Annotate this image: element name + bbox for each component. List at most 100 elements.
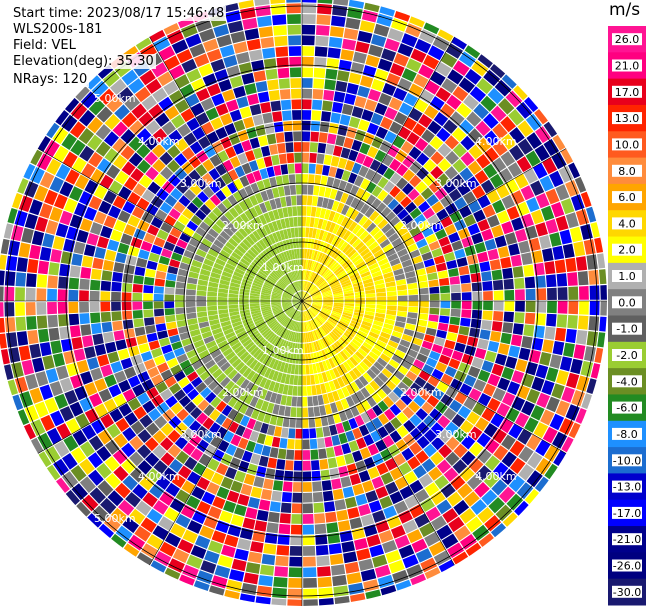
range-gate: [357, 330, 368, 338]
range-gate: [39, 203, 53, 219]
range-gate: [492, 123, 508, 140]
range-gate: [393, 453, 406, 466]
range-gate: [299, 343, 302, 354]
range-gate: [435, 401, 448, 414]
range-gate: [325, 370, 333, 381]
range-gate: [395, 149, 408, 163]
range-gate: [192, 232, 204, 243]
range-gate: [305, 354, 309, 364]
range-gate: [256, 585, 272, 597]
colorbar-tick-label: 13.0: [615, 112, 640, 125]
range-gate: [210, 272, 221, 279]
range-gate: [263, 543, 277, 555]
range-gate: [131, 206, 145, 219]
range-gate: [228, 304, 239, 309]
range-gate: [195, 209, 207, 221]
range-gate: [185, 295, 196, 301]
range-gate: [302, 301, 306, 311]
range-gate: [311, 470, 321, 481]
range-gate: [271, 490, 282, 502]
range-gate: [294, 163, 302, 174]
range-gate: [521, 373, 535, 388]
range-gate: [250, 453, 261, 465]
range-gate: [199, 370, 211, 381]
range-gate: [388, 232, 400, 243]
range-gate: [320, 415, 329, 427]
range-gate: [268, 210, 276, 222]
range-gate: [262, 286, 273, 292]
range-gate: [282, 295, 292, 299]
ring-label: 3.00km: [435, 428, 477, 441]
range-gate: [421, 458, 436, 473]
range-gate: [352, 281, 363, 287]
range-gate: [330, 262, 339, 271]
range-gate: [332, 224, 340, 235]
range-gate: [295, 293, 302, 301]
range-gate: [297, 332, 301, 343]
range-gate: [314, 174, 322, 185]
range-gate: [305, 227, 310, 238]
range-gate: [89, 301, 100, 313]
range-gate: [340, 318, 350, 325]
range-gate: [511, 396, 526, 411]
range-gate: [176, 319, 188, 328]
range-gate: [320, 175, 328, 187]
range-gate: [491, 224, 504, 238]
range-gate: [384, 318, 395, 326]
range-gate: [258, 270, 268, 278]
range-gate: [277, 266, 285, 276]
range-gate: [324, 322, 333, 331]
range-gate: [315, 545, 329, 556]
range-gate: [362, 358, 373, 368]
range-gate: [294, 301, 302, 308]
range-gate: [424, 105, 439, 120]
range-gate: [280, 218, 287, 229]
range-gate: [273, 308, 283, 314]
range-gate: [286, 273, 293, 283]
range-gate: [220, 344, 231, 353]
range-gate: [536, 392, 550, 408]
range-gate: [314, 513, 326, 524]
range-gate: [266, 522, 279, 534]
range-gate: [95, 141, 111, 157]
ring-label: 4.00km: [475, 470, 517, 483]
range-gate: [70, 447, 87, 464]
range-gate: [302, 152, 310, 163]
range-gate: [271, 187, 280, 198]
range-gate: [201, 263, 213, 272]
range-gate: [294, 439, 302, 450]
range-gate: [514, 173, 529, 189]
range-gate: [511, 190, 525, 205]
ring-label: 1.00km: [262, 344, 304, 357]
range-gate: [259, 326, 269, 334]
range-gate: [193, 254, 205, 263]
range-gate: [299, 259, 302, 269]
range-gate: [153, 355, 166, 366]
range-gate: [289, 417, 296, 428]
range-gate: [269, 501, 281, 513]
range-gate: [297, 270, 300, 280]
range-gate: [239, 241, 249, 251]
range-gate: [360, 344, 371, 354]
range-gate: [401, 33, 418, 48]
range-gate: [302, 298, 312, 301]
range-gate: [409, 175, 422, 188]
range-gate: [182, 442, 196, 456]
range-gate: [557, 287, 568, 300]
range-gate: [431, 368, 444, 380]
range-gate: [393, 221, 405, 232]
range-gate: [312, 318, 319, 328]
range-gate: [264, 123, 275, 135]
range-gate: [315, 35, 329, 47]
range-gate: [543, 119, 560, 138]
range-gate: [115, 339, 127, 351]
range-gate: [206, 482, 220, 495]
range-gate: [306, 310, 312, 320]
range-gate: [446, 259, 458, 270]
range-gate: [463, 491, 480, 507]
range-gate: [117, 87, 134, 103]
range-gate: [396, 425, 409, 438]
range-gate: [81, 494, 99, 512]
range-gate: [400, 393, 413, 406]
range-gate: [405, 201, 417, 214]
